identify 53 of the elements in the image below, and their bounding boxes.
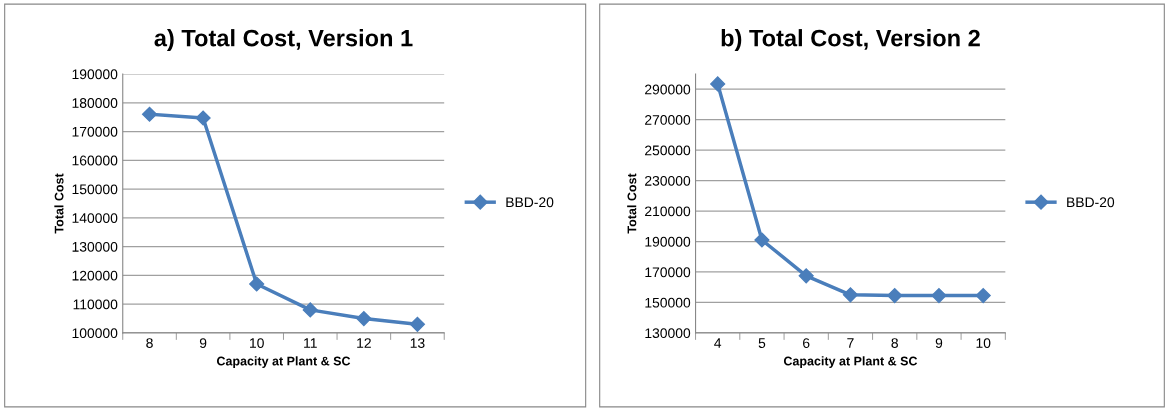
y-tick-label: 230000	[645, 175, 691, 186]
y-tick-label: 170000	[72, 126, 118, 137]
x-tick-label: 13	[410, 338, 425, 348]
y-tick-label: 160000	[72, 155, 118, 166]
point	[356, 310, 372, 327]
x-tick-label: 8	[146, 338, 153, 348]
point	[409, 316, 426, 332]
x-tick-label: 10	[250, 338, 264, 348]
x-tick-label: 7	[847, 338, 854, 348]
y-tick-label: 170000	[645, 267, 691, 278]
x-tick-label: 10	[976, 338, 991, 348]
x-tick-label: 8	[891, 338, 898, 348]
x-tick-label: 9	[199, 338, 207, 348]
point	[842, 287, 859, 303]
x-axis-title: Capacity at Plant & SC	[783, 356, 918, 368]
y-tick-label: 290000	[645, 84, 691, 95]
x-tick-label: 9	[935, 338, 943, 348]
point	[975, 288, 991, 304]
x-tick-label: 4	[714, 338, 722, 348]
x-tick-label: 6	[803, 338, 810, 348]
chart-title: b) Total Cost, Version 2	[721, 29, 980, 52]
chart-title: a) Total Cost, Version 1	[154, 29, 413, 52]
y-tick-label: 210000	[645, 206, 691, 217]
point	[754, 232, 770, 248]
x-tick-label: 12	[357, 338, 371, 348]
y-tick-label: 190000	[72, 69, 118, 80]
point	[887, 288, 903, 304]
y-tick-label: 130000	[645, 328, 691, 339]
y-tick-label: 130000	[72, 241, 118, 252]
y-axis-title: Total Cost	[54, 173, 64, 234]
y-tick-label: 120000	[72, 270, 118, 281]
y-tick-label: 150000	[72, 184, 118, 195]
y-tick-label: 100000	[72, 328, 118, 339]
point	[798, 268, 814, 284]
x-tick-label: 11	[304, 338, 317, 348]
point	[302, 302, 318, 318]
point	[249, 276, 265, 292]
point	[195, 110, 211, 126]
point	[141, 106, 158, 122]
y-tick-label: 140000	[72, 213, 118, 223]
y-tick-label: 180000	[72, 98, 118, 108]
y-tick-label: 150000	[645, 297, 691, 308]
y-tick-label: 270000	[645, 115, 691, 125]
y-tick-label: 250000	[645, 145, 691, 156]
y-tick-label: 110000	[73, 299, 118, 310]
point	[931, 288, 947, 304]
y-tick-label: 190000	[645, 236, 691, 247]
point	[710, 76, 726, 92]
y-axis-title: Total Cost	[627, 173, 637, 234]
x-tick-label: 5	[758, 338, 766, 348]
legend-label: BBD-20	[1067, 197, 1115, 208]
legend-label: BBD-20	[506, 197, 554, 208]
x-axis-title: Capacity at Plant & SC	[216, 356, 351, 368]
